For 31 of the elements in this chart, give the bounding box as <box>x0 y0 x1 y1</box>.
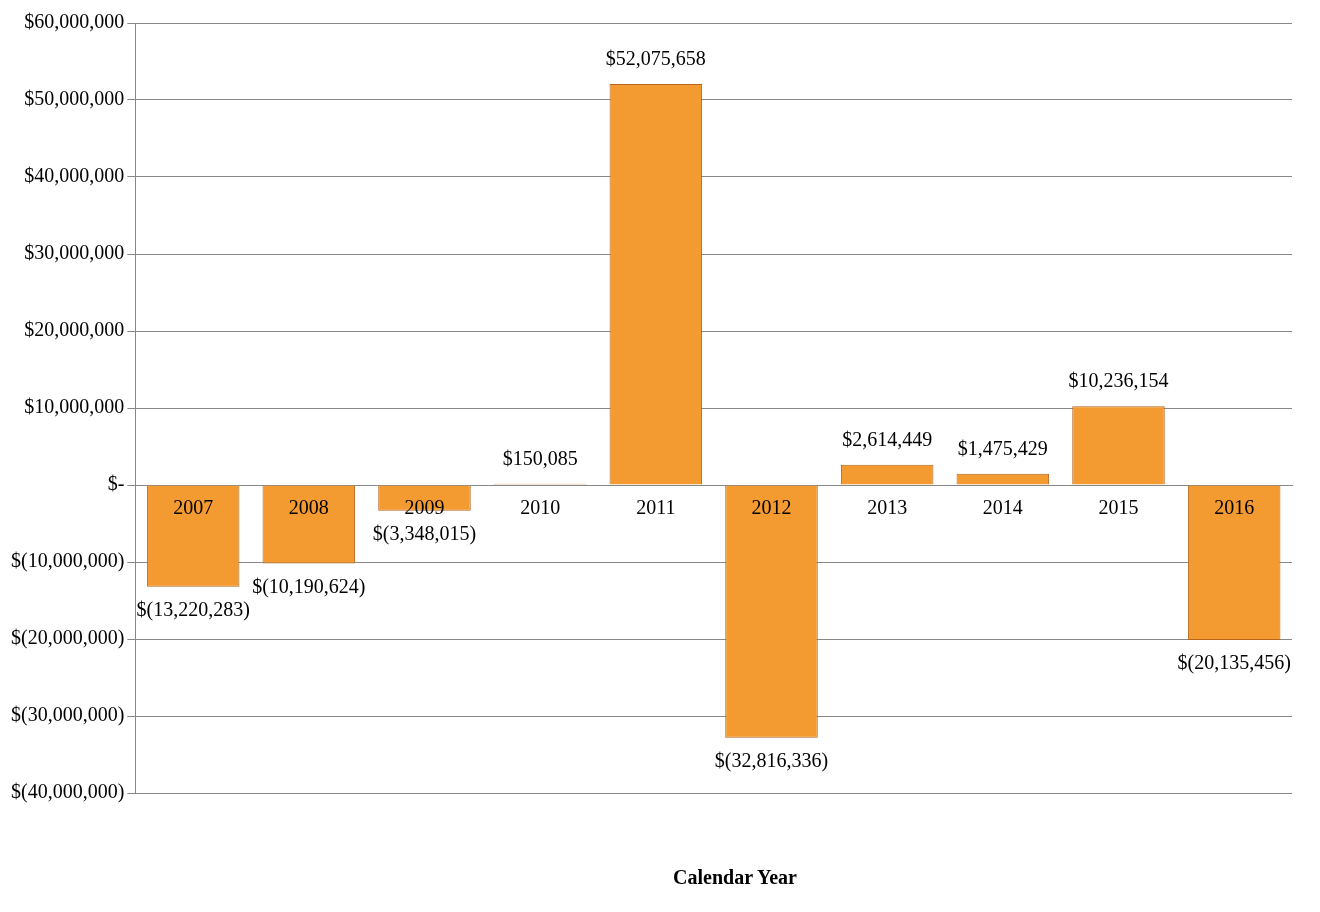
y-tick-label: $(10,000,000) <box>10 549 125 573</box>
y-tick-label: $(40,000,000) <box>10 780 125 804</box>
data-label: $(32,816,336) <box>714 748 829 772</box>
x-tick-label: 2015 <box>1098 496 1139 519</box>
x-tick-label: 2011 <box>636 496 676 519</box>
data-label: $52,075,658 <box>605 47 706 70</box>
x-tick-label: 2007 <box>173 496 214 519</box>
x-tick-label: 2010 <box>520 496 561 519</box>
y-tick-label: $20,000,000 <box>24 318 125 341</box>
y-tick-label: $10,000,000 <box>24 395 125 418</box>
y-tick-label: $50,000,000 <box>24 87 125 110</box>
data-label: $(10,190,624) <box>252 574 366 598</box>
data-label: $1,475,429 <box>957 436 1048 459</box>
data-label: $(20,135,456) <box>1177 651 1291 675</box>
y-tick-label: $60,000,000 <box>24 10 125 33</box>
y-tick-label: $40,000,000 <box>24 164 125 187</box>
x-tick-label: 2008 <box>288 496 329 519</box>
x-tick-label: 2016 <box>1214 496 1255 519</box>
y-tick-label: $30,000,000 <box>24 241 125 264</box>
x-axis-title: Calendar Year <box>672 866 798 889</box>
y-tick-label: $(30,000,000) <box>10 703 125 727</box>
data-label: $2,614,449 <box>842 428 933 451</box>
data-label: $(3,348,015) <box>372 522 477 546</box>
data-label: $150,085 <box>502 447 578 470</box>
y-tick-label: $(20,000,000) <box>10 626 125 650</box>
x-tick-label: 2012 <box>751 496 792 519</box>
data-label: $(13,220,283) <box>136 598 250 622</box>
y-tick-label: $- <box>107 472 125 495</box>
x-tick-label: 2014 <box>982 496 1023 519</box>
data-label: $10,236,154 <box>1068 369 1169 392</box>
x-tick-label: 2013 <box>867 496 908 519</box>
